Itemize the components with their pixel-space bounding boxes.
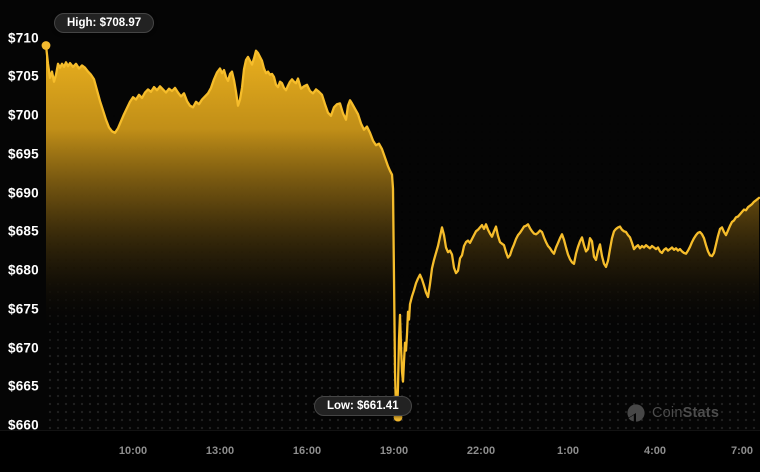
- x-axis-label: 19:00: [379, 445, 409, 457]
- x-axis-label: 13:00: [205, 445, 235, 457]
- price-line-series: [44, 44, 760, 416]
- low-tooltip: Low: $661.41: [314, 396, 412, 416]
- area-series-fill: [46, 45, 759, 430]
- high-tooltip-label: High: $708.97: [67, 17, 142, 29]
- x-axis-label: 16:00: [292, 445, 322, 457]
- x-axis-label: 1:00: [556, 445, 580, 457]
- x-axis-label: 22:00: [466, 445, 496, 457]
- price-chart-canvas[interactable]: [0, 0, 760, 430]
- price-chart-area: $710 $705 $700 $695 $690 $685 $680 $675 $670 $665…: [0, 0, 760, 433]
- low-tooltip-label: Low: $661.41: [327, 400, 399, 412]
- x-axis-label: 7:00: [730, 445, 754, 457]
- x-axis: 10:00 13:00 16:00 19:00 22:00 1:00 4:00 7:00: [0, 430, 760, 472]
- x-axis-label: 4:00: [643, 445, 667, 457]
- high-marker-dot: [41, 41, 51, 50]
- high-tooltip: High: $708.97: [54, 13, 155, 33]
- x-axis-label: 10:00: [118, 445, 148, 457]
